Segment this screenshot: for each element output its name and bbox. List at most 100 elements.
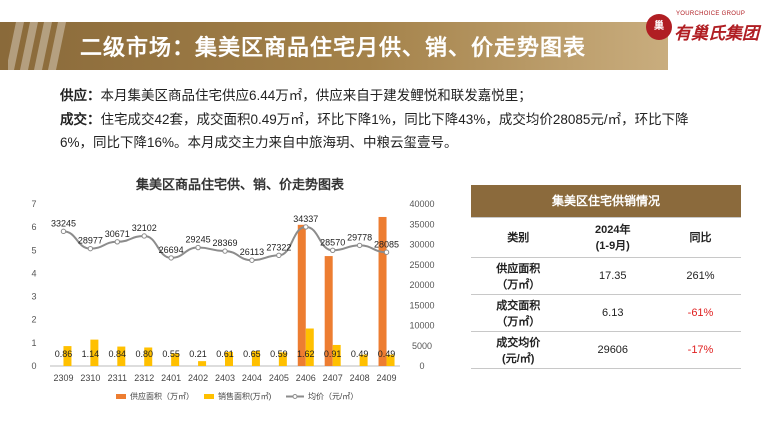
company-logo: 巢 YOURCHOICE GROUP 有巢氏集团 xyxy=(646,8,759,44)
price-point xyxy=(195,244,201,251)
sales-data-label: 0.55 xyxy=(162,349,180,359)
price-data-label: 28369 xyxy=(212,238,237,248)
title-stripes-decoration xyxy=(8,22,66,70)
page-title: 二级市场：集美区商品住宅月供、销、价走势图表 xyxy=(80,35,587,60)
supply-label: 供应： xyxy=(60,88,101,103)
price-point xyxy=(249,257,255,263)
sales-data-label: 0.49 xyxy=(351,349,369,359)
sales-data-label: 0.91 xyxy=(324,349,342,359)
y-left-tick-label: 1 xyxy=(31,338,36,348)
table-row: 成交均价 (元/㎡) 29606 -17% xyxy=(471,331,741,369)
y-left-tick-label: 3 xyxy=(31,292,36,302)
sales-bar xyxy=(251,350,260,366)
price-data-label: 29245 xyxy=(186,235,211,245)
x-tick-label: 2402 xyxy=(188,373,208,383)
table-header-period: 2024年 (1-9月) xyxy=(565,217,660,258)
sales-bar xyxy=(386,354,395,366)
row-label: 供应面积 （万㎡） xyxy=(471,257,566,295)
sales-bar xyxy=(63,346,72,366)
sales-data-label: 0.59 xyxy=(270,349,288,359)
price-data-label: 34337 xyxy=(293,214,318,224)
x-tick-label: 2409 xyxy=(377,373,397,383)
sales-data-label: 0.49 xyxy=(378,349,396,359)
supply-text: 本月集美区商品住宅供应6.44万㎡，供应来自于建发鲤悦和联发嘉悦里； xyxy=(100,88,532,103)
sales-data-label: 0.61 xyxy=(216,349,234,359)
y-right-tick-label: 5000 xyxy=(412,341,432,351)
legend-supply-label: 供应面积（万㎡） xyxy=(130,391,194,401)
price-point xyxy=(87,245,94,252)
trend-chart: 0 1 2 3 4 5 6 7 0 5000 10000 15000 20000 25000 30000 35… xyxy=(31,199,434,401)
deal-paragraph: 成交：住宅成交42套，成交面积0.49万㎡，环比下降1%，同比下降43%，成交均… xyxy=(60,108,720,154)
legend-sales-label: 销售面积(万㎡) xyxy=(218,391,272,401)
price-data-label: 30671 xyxy=(105,229,130,239)
row-value: 6.13 xyxy=(565,294,660,332)
legend-supply-swatch xyxy=(116,394,126,399)
y-left-tick-label: 2 xyxy=(31,315,36,325)
logo-subtitle: YOURCHOICE GROUP xyxy=(676,11,746,17)
table-header-category: 类别 xyxy=(471,217,566,258)
price-data-label: 29778 xyxy=(347,232,372,242)
legend-price-label: 均价（元/㎡） xyxy=(308,391,358,401)
sales-bar xyxy=(198,361,207,366)
sales-data-label: 1.14 xyxy=(82,349,100,359)
sales-bar xyxy=(332,344,341,366)
row-yoy: -61% xyxy=(660,294,741,332)
x-tick-label: 2401 xyxy=(161,373,181,383)
price-data-label: 32102 xyxy=(132,223,157,233)
price-data-label: 33245 xyxy=(51,218,76,228)
row-value: 17.35 xyxy=(565,257,660,295)
sales-bar xyxy=(305,328,314,366)
price-point xyxy=(383,249,390,255)
price-point xyxy=(114,239,121,245)
table-row: 成交面积 （万㎡） 6.13 -61% xyxy=(471,294,741,332)
x-tick-label: 2403 xyxy=(215,373,235,383)
x-tick-label: 2309 xyxy=(53,373,73,383)
y-right-tick-label: 20000 xyxy=(409,280,434,290)
sales-bar xyxy=(278,352,287,366)
row-yoy: -17% xyxy=(660,331,741,369)
price-data-label: 28570 xyxy=(320,237,345,247)
deal-text: 住宅成交42套，成交面积0.49万㎡，环比下降1%，同比下降43%，成交均价28… xyxy=(60,112,689,150)
logo-mark-icon: 巢 xyxy=(646,14,672,40)
price-point xyxy=(60,228,67,235)
row-yoy: 261% xyxy=(660,257,741,295)
supply-sales-table: 集美区住宅供销情况 类别 2024年 (1-9月) 同比 供应面积 （万㎡） 1… xyxy=(471,185,741,369)
price-point xyxy=(276,252,282,259)
y-left-tick-label: 0 xyxy=(31,361,36,371)
chart-title: 集美区商品住宅供、销、价走势图表 xyxy=(135,177,344,192)
x-tick-label: 2310 xyxy=(80,373,100,383)
table-header-yoy: 同比 xyxy=(660,217,741,258)
price-data-label: 28085 xyxy=(374,239,399,249)
price-point xyxy=(222,248,228,254)
price-data-label: 26113 xyxy=(240,247,264,257)
legend-sales-swatch xyxy=(204,394,214,399)
y-left-tick-label: 4 xyxy=(31,268,36,278)
table-title: 集美区住宅供销情况 xyxy=(471,185,741,218)
y-right-tick-label: 30000 xyxy=(409,240,434,250)
x-tick-label: 2312 xyxy=(134,373,154,383)
supply-bar xyxy=(378,216,387,366)
y-right-tick-label: 25000 xyxy=(409,260,434,270)
y-right-tick-label: 15000 xyxy=(409,300,434,310)
y-right-tick-label: 10000 xyxy=(409,321,434,331)
y-left-tick-label: 5 xyxy=(31,245,36,255)
price-point xyxy=(168,255,174,261)
title-bar: 二级市场：集美区商品住宅月供、销、价走势图表 xyxy=(0,22,668,70)
sales-bar xyxy=(359,354,368,366)
sales-data-label: 1.62 xyxy=(297,349,315,359)
price-data-label: 26694 xyxy=(159,245,184,255)
sales-bar xyxy=(90,339,99,366)
supply-bar xyxy=(297,224,306,366)
price-data-label: 27322 xyxy=(266,242,291,252)
price-data-label: 28977 xyxy=(78,236,103,246)
x-tick-label: 2407 xyxy=(323,373,343,383)
y-right-tick-label: 0 xyxy=(419,361,424,371)
row-label: 成交面积 （万㎡） xyxy=(471,294,566,332)
supply-bar xyxy=(324,256,333,366)
y-right-tick-label: 35000 xyxy=(409,219,434,229)
sales-bar xyxy=(144,347,153,366)
sales-data-label: 0.86 xyxy=(55,349,73,359)
row-label: 成交均价 (元/㎡) xyxy=(471,331,566,369)
sales-bar xyxy=(117,346,126,366)
legend-price-marker xyxy=(292,394,298,399)
